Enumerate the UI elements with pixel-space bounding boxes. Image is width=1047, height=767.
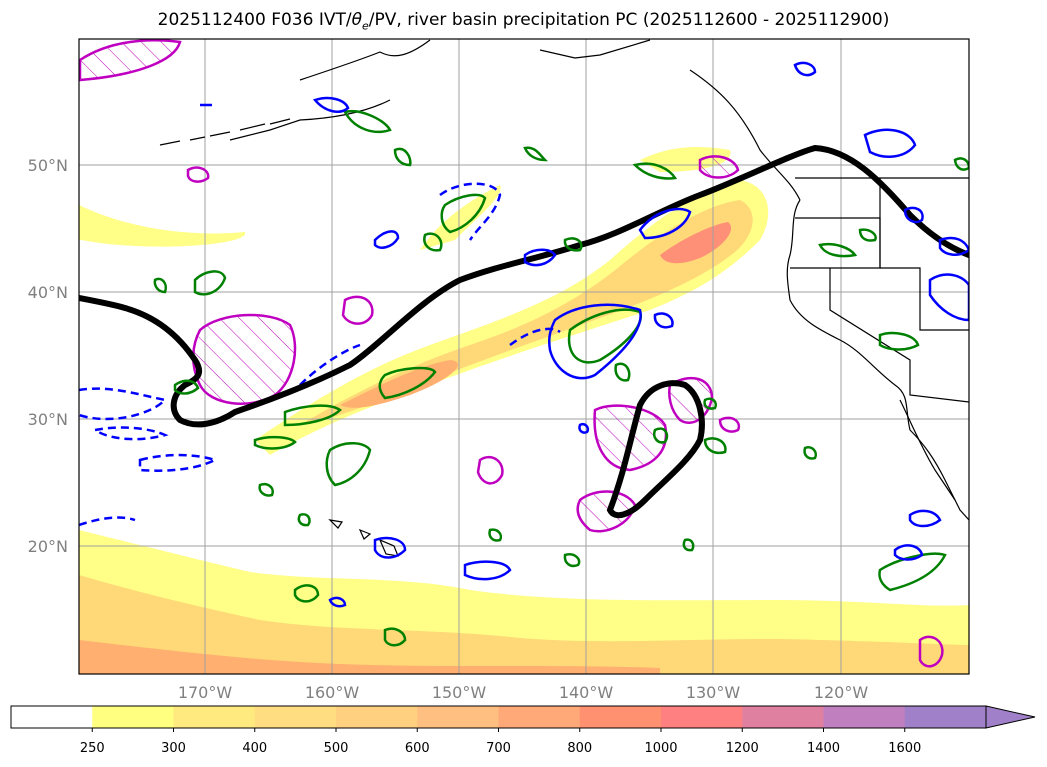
lon-label-130w: 130°W: [686, 683, 741, 702]
lon-label-160w: 160°W: [305, 683, 360, 702]
pv-contours: [79, 144, 969, 519]
ivt-south-mid: [79, 575, 969, 674]
colorbar-cell: [92, 706, 174, 728]
ivt-band-high: [340, 360, 458, 408]
colorbar-cell: [904, 706, 987, 728]
colorbar-extend-arrow: [985, 705, 1036, 729]
ivt-patch-plume: [420, 185, 501, 250]
lon-labels: 170°W 160°W 150°W 140°W 130°W 120°W: [178, 683, 869, 702]
colorbar-tick-label: 1400: [807, 741, 840, 756]
colorbar-cell: [579, 706, 662, 728]
state-border-3: [829, 268, 969, 403]
lat-label-20n: 20°N: [28, 537, 68, 556]
map-frame: [78, 38, 970, 675]
green-contours: [153, 109, 969, 647]
baja: [899, 399, 956, 501]
colorbar-tick-label: 800: [567, 741, 592, 756]
colorbar-cell: [498, 706, 581, 728]
colorbar: 250 300 400 500 600 700 800 1000 1200 1400 1600: [10, 705, 1036, 756]
colorbar-cell: [661, 706, 743, 728]
colorbar-tick-label: 300: [161, 741, 186, 756]
colorbar-cell: [742, 706, 824, 728]
colorbar-tick-label: 700: [486, 741, 511, 756]
colorbar-cell: [336, 706, 418, 728]
north-america-coast: [786, 199, 969, 521]
alaska-coast: [229, 39, 801, 201]
lat-labels: 50°N 40°N 30°N 20°N: [28, 156, 68, 556]
colorbar-cell: [11, 706, 93, 728]
lon-label-140w: 140°W: [559, 683, 614, 702]
aleutians: [159, 118, 291, 146]
colorbar-cell: [417, 706, 499, 728]
colorbar-tick-label: 400: [242, 741, 267, 756]
colorbar-tick-label: 1000: [644, 741, 677, 756]
lon-label-170w: 170°W: [178, 683, 233, 702]
colorbar-cell: [254, 706, 337, 728]
state-border-2: [879, 178, 969, 331]
lat-label-50n: 50°N: [28, 156, 68, 175]
colorbar-cell: [173, 706, 256, 728]
colorbar-tick-label: 600: [405, 741, 430, 756]
coastlines: [159, 39, 969, 557]
lat-label-40n: 40°N: [28, 283, 68, 302]
colorbar-tick-label: 250: [80, 741, 105, 756]
colorbar-tick-label: 1600: [888, 741, 921, 756]
colorbar-tick-label: 500: [324, 741, 349, 756]
colorbar-cell: [823, 706, 906, 728]
ivt-south-high: [79, 640, 660, 674]
lat-label-30n: 30°N: [28, 410, 68, 429]
blue-dashed-contours: [79, 182, 561, 527]
lon-label-150w: 150°W: [432, 683, 487, 702]
lon-label-120w: 120°W: [814, 683, 869, 702]
map-title: 2025112400 F036 IVT/θe/PV, river basin p…: [157, 10, 890, 33]
colorbar-tick-label: 1200: [726, 741, 759, 756]
ivt-patch-nw: [79, 205, 246, 247]
